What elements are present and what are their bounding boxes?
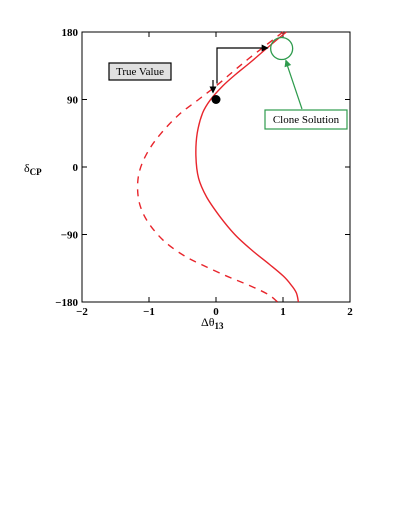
x-axis-label: Δθ13: [201, 315, 224, 331]
true-value-box: [108, 62, 172, 81]
svg-text:δCP: δCP: [24, 161, 42, 177]
x-tick-label: 0: [213, 306, 219, 318]
y-tick-label: −90: [61, 230, 79, 242]
clone-solution-label: Clone Solution: [273, 114, 340, 126]
true-value-point: [211, 95, 221, 104]
y-axis-label-main: δ: [24, 161, 30, 175]
arrows-layer: [209, 44, 303, 110]
x-tick-label: 1: [280, 306, 286, 318]
y-tick-label: 180: [62, 27, 79, 39]
plot-frame: [81, 31, 351, 303]
y-axis-label-sub: CP: [30, 167, 42, 177]
clone-solution-circle: [270, 36, 294, 61]
clone-solution-annotation: Clone Solution: [264, 109, 348, 130]
clone-link-arrowhead: [261, 44, 269, 52]
x-tick-label: −2: [76, 306, 88, 318]
y-tick-label: 0: [73, 162, 79, 174]
true-value-label: True Value: [116, 66, 164, 78]
solid-curve: [195, 31, 300, 303]
y-tick-label: 90: [67, 95, 79, 107]
x-tick-label: −1: [143, 306, 155, 318]
svg-text:Δθ13: Δθ13: [201, 315, 224, 331]
dashed-curve: [136, 31, 284, 303]
clone-solution-box: [264, 109, 348, 130]
tick-layer: −2 −1 0 1 2 −180 −90 0 90 180: [55, 27, 353, 318]
clone-solution-arrow: [285, 60, 303, 110]
x-tick-label: 2: [347, 306, 353, 318]
x-axis-label-sub: 13: [214, 321, 224, 331]
x-axis-label-main: Δθ: [201, 315, 215, 329]
clone-link-arrow: [216, 47, 268, 84]
y-axis-label: δCP: [24, 161, 42, 177]
y-tick-label: −180: [55, 297, 78, 309]
clone-solution-arrowhead: [284, 59, 292, 68]
true-value-arrowhead: [209, 86, 217, 94]
curves-layer: [136, 31, 300, 303]
true-value-annotation: True Value: [108, 62, 172, 81]
